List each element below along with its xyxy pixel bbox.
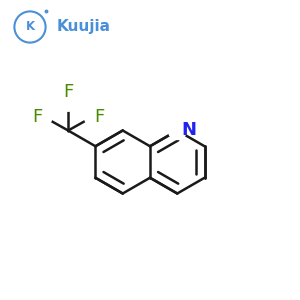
Circle shape <box>61 96 76 111</box>
Text: F: F <box>63 83 73 101</box>
Text: F: F <box>94 108 104 126</box>
Circle shape <box>84 110 99 125</box>
Circle shape <box>168 122 186 140</box>
Text: F: F <box>32 108 42 126</box>
Text: N: N <box>181 122 196 140</box>
Circle shape <box>37 110 52 125</box>
Text: Kuujia: Kuujia <box>56 20 110 34</box>
Text: K: K <box>26 20 34 34</box>
